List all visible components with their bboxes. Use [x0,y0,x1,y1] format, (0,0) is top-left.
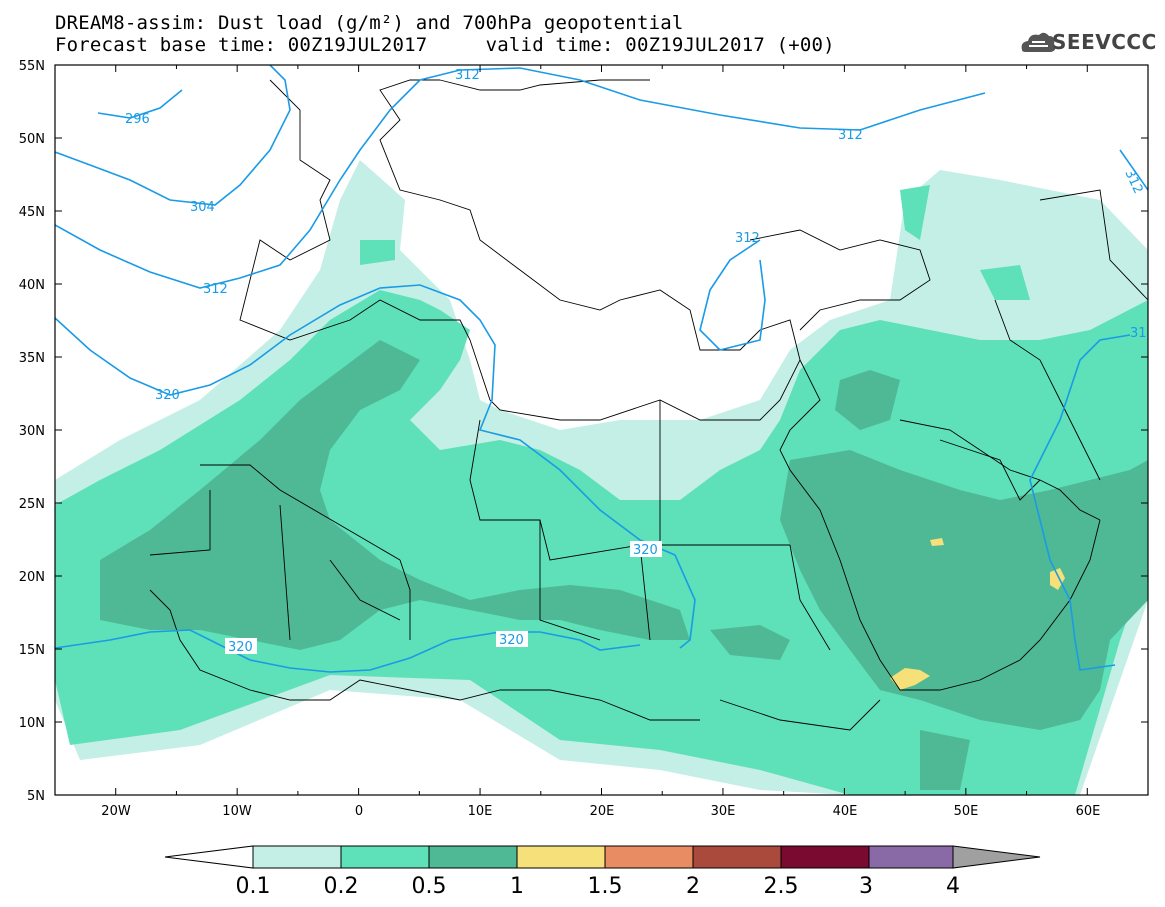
colorbar-swatch [516,845,606,869]
colorbar-over-arrow [952,845,1041,869]
lat-tick-label: 20N [19,570,45,585]
colorbar-label: 2.5 [764,874,799,899]
lon-tick-label: 50E [954,804,979,819]
lat-tick-label: 55N [19,59,45,74]
lat-tick-label: 35N [19,351,45,366]
lon-tick-label: 40E [833,804,858,819]
longitude-tick-labels: 20W 10W 0 10E 20E 30E 40E 50E 60E [101,804,1100,819]
country-borders [149,79,1148,731]
contour-label: 312 [203,282,228,297]
lat-tick-label: 10N [19,716,45,731]
contour-label: 320 [499,633,524,648]
lon-tick-label: 30E [711,804,736,819]
colorbar-label: 4 [946,874,960,899]
colorbar-label: 0.5 [412,874,447,899]
contour-label: 312 [735,231,760,246]
contour-label: 320 [228,640,253,655]
colorbar-label: 1.5 [588,874,623,899]
contour-labels: 296 304 312 320 312 312 312 312 31 320 3… [125,68,1147,655]
lon-tick-label: 60E [1076,804,1101,819]
colorbar-swatch [780,845,870,869]
lat-tick-label: 45N [19,205,45,220]
map-title: DREAM8-assim: Dust load (g/m²) and 700hP… [55,12,684,34]
colorbar-label: 2 [686,874,700,899]
colorbar-under-arrow [164,845,254,869]
colorbar-swatch [340,845,430,869]
colorbar: 0.1 0.2 0.5 1 1.5 2 2.5 3 4 [164,845,1041,899]
latitude-axis [55,64,1148,796]
colorbar-label: 3 [859,874,873,899]
lat-tick-label: 25N [19,497,45,512]
contour-label: 304 [190,200,215,215]
lat-tick-label: 40N [19,278,45,293]
lat-tick-label: 50N [19,132,45,147]
colorbar-swatch [252,845,342,869]
contour-label: 312 [455,68,480,83]
colorbar-swatch [428,845,518,869]
colorbar-swatch [868,845,954,869]
seevccc-logo: SEEVCCC [1052,30,1157,54]
map-plot-area: 296 304 312 320 312 312 312 312 31 320 3… [55,65,1148,795]
contour-label: 312 [838,128,863,143]
lon-tick-label: 20E [590,804,615,819]
lon-tick-label: 10W [222,804,252,819]
lat-tick-label: 30N [19,424,45,439]
colorbar-swatch [604,845,694,869]
lon-tick-label: 20W [101,804,131,819]
dust-region-0.5 [100,340,1148,790]
dust-region-1 [890,538,1065,690]
contour-label: 296 [125,112,150,127]
contour-label: 320 [155,388,180,403]
lat-tick-label: 5N [27,789,45,804]
lon-tick-label: 10E [468,804,493,819]
longitude-axis [54,65,1149,795]
lat-tick-label: 15N [19,643,45,658]
map-subtitle: Forecast base time: 00Z19JUL2017 valid t… [55,34,835,56]
contour-label: 320 [633,543,658,558]
cloud-icon [1021,32,1056,52]
colorbar-swatch [692,845,782,869]
colorbar-label: 1 [510,874,524,899]
lon-tick-label: 0 [355,804,363,819]
latitude-tick-labels: 55N 50N 45N 40N 35N 30N 25N 20N 15N 10N … [19,59,45,804]
contour-label: 31 [1130,326,1147,341]
colorbar-label: 0.2 [324,874,359,899]
colorbar-label: 0.1 [236,874,271,899]
